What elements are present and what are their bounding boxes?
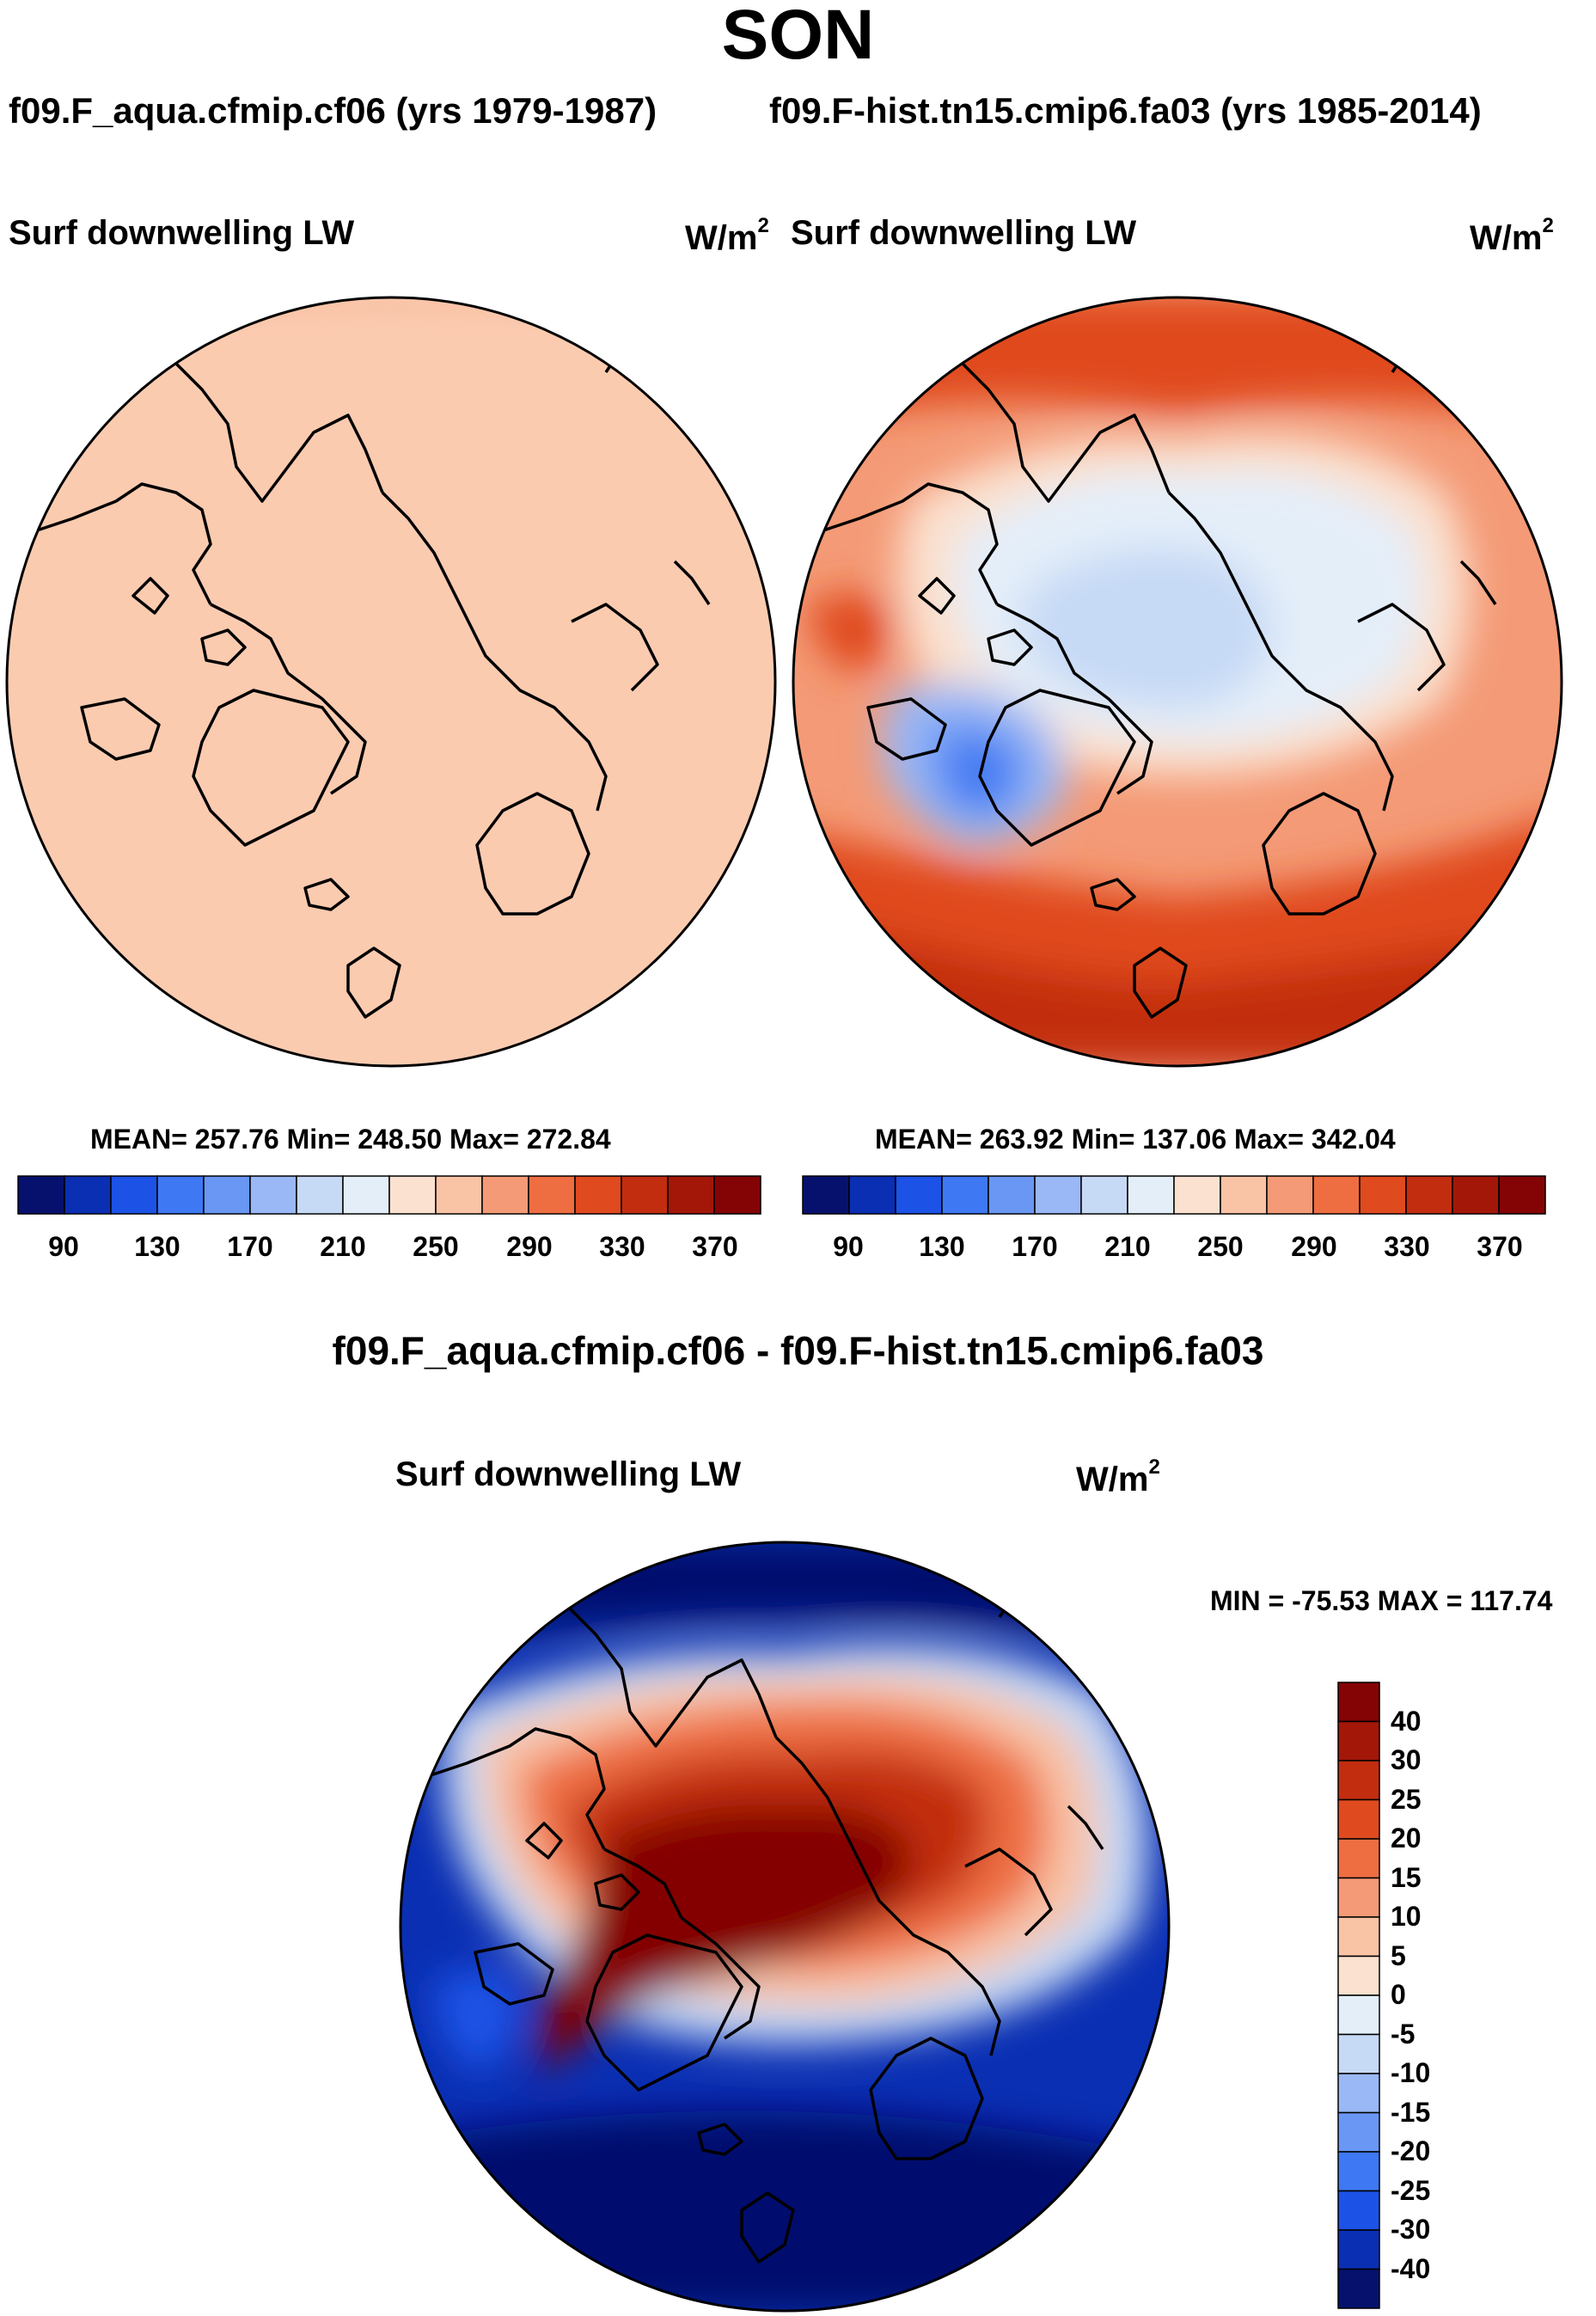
colorbar-tick: 130 bbox=[134, 1231, 180, 1262]
colorbar-tick: 290 bbox=[1291, 1231, 1337, 1262]
colorbar-tick: 170 bbox=[227, 1231, 273, 1262]
colorbar-tick: -20 bbox=[1391, 2135, 1431, 2166]
difference-stats: MIN = -75.53 MAX = 117.74 bbox=[1210, 1585, 1553, 1616]
colorbar-tick: 20 bbox=[1391, 1823, 1422, 1853]
colorbar-swatch bbox=[574, 1175, 622, 1215]
colorbar-swatch bbox=[1337, 1955, 1380, 1996]
main-title: SON bbox=[721, 0, 875, 74]
colorbar-tick: 130 bbox=[919, 1231, 965, 1262]
colorbar-tick: -5 bbox=[1391, 2018, 1416, 2049]
panel1-variable-label: Surf downwelling LW bbox=[9, 214, 355, 252]
colorbar-tick: 90 bbox=[48, 1231, 79, 1262]
colorbar-swatch bbox=[1498, 1175, 1546, 1215]
colorbar-tick: 330 bbox=[599, 1231, 645, 1262]
panel2-case-title: f09.F-hist.tn15.cmip6.fa03 (yrs 1985-201… bbox=[769, 90, 1482, 131]
colorbar-swatch bbox=[17, 1175, 65, 1215]
colorbar-swatch bbox=[1266, 1175, 1314, 1215]
colorbar-tick: -25 bbox=[1391, 2174, 1431, 2206]
colorbar-swatch bbox=[1337, 2033, 1380, 2074]
colorbar-tick: 290 bbox=[506, 1231, 553, 1262]
colorbar-swatch bbox=[895, 1175, 943, 1215]
colorbar-swatch bbox=[1337, 1798, 1380, 1840]
colorbar-tick: 40 bbox=[1391, 1705, 1422, 1737]
colorbar-panel-2 bbox=[802, 1175, 1546, 1215]
colorbar-difference bbox=[1337, 1682, 1380, 2309]
colorbar-swatch bbox=[1337, 1838, 1380, 1879]
colorbar-swatch bbox=[1337, 1682, 1380, 1723]
colorbar-tick: 0 bbox=[1391, 1979, 1406, 2010]
colorbar-swatch bbox=[1173, 1175, 1221, 1215]
colorbar-swatch bbox=[110, 1175, 158, 1215]
colorbar-tick: 250 bbox=[1197, 1231, 1244, 1262]
colorbar-swatch bbox=[621, 1175, 669, 1215]
colorbar-swatch bbox=[713, 1175, 761, 1215]
colorbar-swatch bbox=[1034, 1175, 1082, 1215]
colorbar-swatch bbox=[1220, 1175, 1268, 1215]
colorbar-tick: -40 bbox=[1391, 2252, 1431, 2284]
difference-variable-label: Surf downwelling LW bbox=[395, 1455, 742, 1493]
colorbar-tick: 330 bbox=[1384, 1231, 1430, 1262]
colorbar-swatch bbox=[1452, 1175, 1500, 1215]
panel1-stats: MEAN= 257.76 Min= 248.50 Max= 272.84 bbox=[90, 1124, 611, 1155]
colorbar-swatch bbox=[249, 1175, 297, 1215]
colorbar-swatch bbox=[1337, 2111, 1380, 2153]
colorbar-tick: -10 bbox=[1391, 2057, 1431, 2088]
difference-title: f09.F_aqua.cfmip.cf06 - f09.F-hist.tn15.… bbox=[332, 1328, 1264, 1373]
map-difference bbox=[399, 1541, 1171, 2313]
map-panel-2 bbox=[792, 296, 1563, 1068]
colorbar-tick: 10 bbox=[1391, 1901, 1422, 1932]
colorbar-swatch bbox=[1337, 1994, 1380, 2036]
panel1-case-title: f09.F_aqua.cfmip.cf06 (yrs 1979-1987) bbox=[9, 90, 657, 131]
colorbar-tick: 90 bbox=[833, 1231, 864, 1262]
panel2-variable-label: Surf downwelling LW bbox=[791, 214, 1137, 252]
colorbar-swatch bbox=[296, 1175, 344, 1215]
colorbar-tick: 30 bbox=[1391, 1744, 1422, 1775]
colorbar-swatch bbox=[156, 1175, 205, 1215]
colorbar-swatch bbox=[435, 1175, 483, 1215]
colorbar-tick: 5 bbox=[1391, 1939, 1406, 1971]
colorbar-panel-1 bbox=[17, 1175, 761, 1215]
colorbar-swatch bbox=[1337, 1720, 1380, 1762]
panel2-stats: MEAN= 263.92 Min= 137.06 Max= 342.04 bbox=[875, 1124, 1396, 1155]
colorbar-swatch bbox=[667, 1175, 715, 1215]
colorbar-tick: 210 bbox=[1104, 1231, 1151, 1262]
colorbar-swatch bbox=[1312, 1175, 1361, 1215]
colorbar-swatch bbox=[1127, 1175, 1175, 1215]
colorbar-tick: -15 bbox=[1391, 2096, 1431, 2128]
colorbar-tick: 15 bbox=[1391, 1861, 1422, 1893]
colorbar-swatch bbox=[1337, 2229, 1380, 2270]
coastlines bbox=[807, 311, 1497, 1019]
colorbar-swatch bbox=[1337, 2190, 1380, 2231]
colorbar-tick: 250 bbox=[413, 1231, 459, 1262]
colorbar-tick: 370 bbox=[692, 1231, 738, 1262]
colorbar-swatch bbox=[1080, 1175, 1128, 1215]
colorbar-swatch bbox=[1337, 2151, 1380, 2192]
colorbar-swatch bbox=[1359, 1175, 1407, 1215]
colorbar-swatch bbox=[342, 1175, 390, 1215]
colorbar-swatch bbox=[388, 1175, 437, 1215]
colorbar-swatch bbox=[1337, 2268, 1380, 2309]
colorbar-swatch bbox=[1337, 2073, 1380, 2114]
colorbar-swatch bbox=[1337, 1877, 1380, 1918]
colorbar-tick: -30 bbox=[1391, 2214, 1431, 2245]
map-panel-1 bbox=[5, 296, 777, 1068]
panel1-unit-label: W/m2 bbox=[685, 214, 769, 258]
colorbar-swatch bbox=[203, 1175, 251, 1215]
difference-unit-label: W/m2 bbox=[1076, 1455, 1160, 1499]
colorbar-tick: 370 bbox=[1477, 1231, 1523, 1262]
colorbar-tick: 210 bbox=[320, 1231, 366, 1262]
colorbar-swatch bbox=[481, 1175, 529, 1215]
colorbar-tick: 170 bbox=[1012, 1231, 1058, 1262]
colorbar-swatch bbox=[1337, 1760, 1380, 1801]
colorbar-tick: 25 bbox=[1391, 1783, 1422, 1815]
panel2-unit-label: W/m2 bbox=[1470, 214, 1554, 258]
colorbar-swatch bbox=[848, 1175, 896, 1215]
colorbar-swatch bbox=[802, 1175, 850, 1215]
colorbar-swatch bbox=[941, 1175, 989, 1215]
colorbar-swatch bbox=[64, 1175, 112, 1215]
colorbar-swatch bbox=[988, 1175, 1036, 1215]
colorbar-swatch bbox=[528, 1175, 576, 1215]
colorbar-swatch bbox=[1405, 1175, 1453, 1215]
colorbar-swatch bbox=[1337, 1916, 1380, 1958]
